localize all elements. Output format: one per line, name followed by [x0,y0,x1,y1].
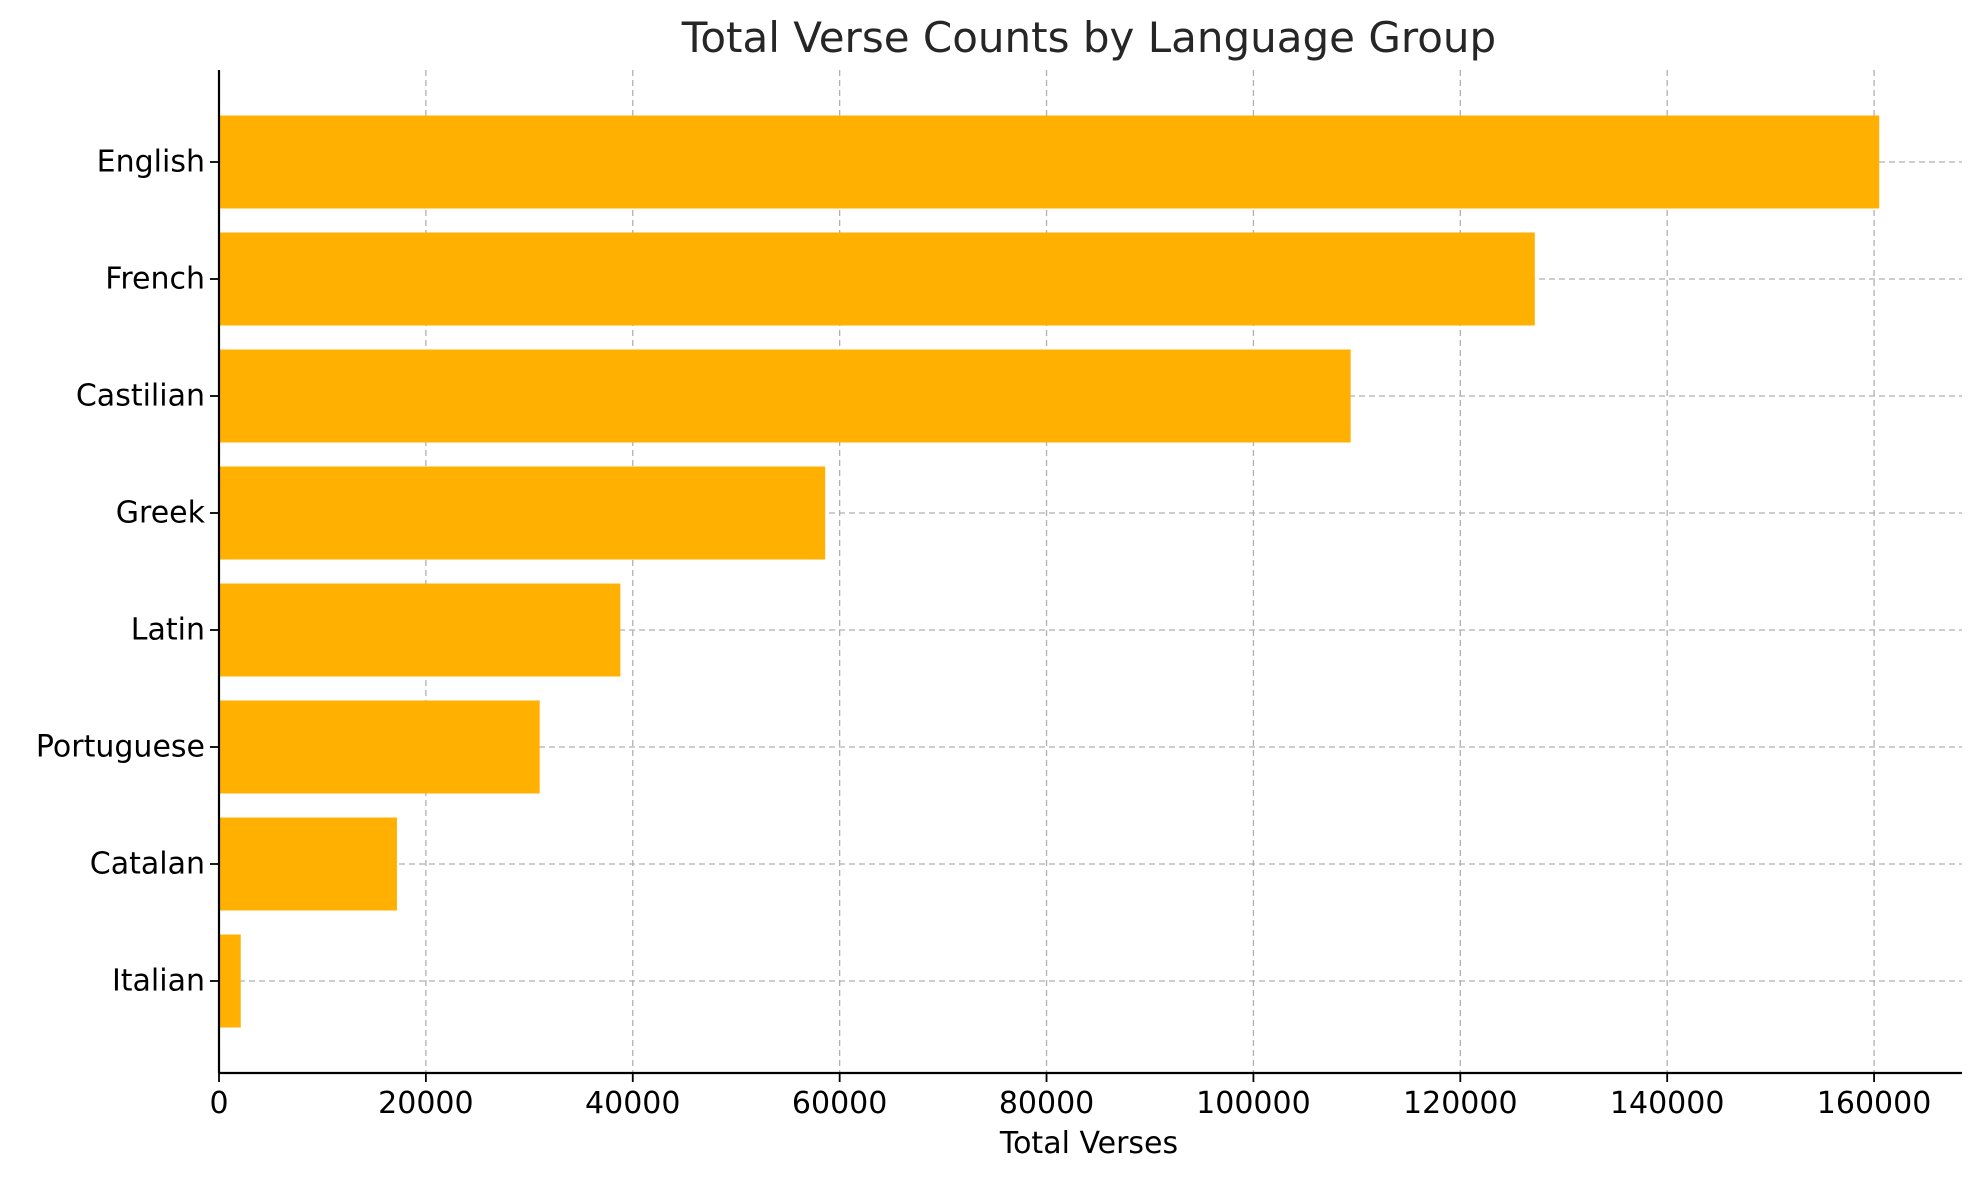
bar-castilian [219,349,1351,443]
x-tick-label: 140000 [1610,1086,1725,1121]
y-tick-label: English [97,145,205,180]
bar-catalan [219,817,397,911]
bar-english [219,115,1880,209]
bar-french [219,232,1535,326]
bar-latin [219,583,621,677]
y-tick-label: Italian [112,964,205,999]
x-tick-label: 80000 [999,1086,1094,1121]
y-tick-label: Greek [116,496,206,531]
x-tick-label: 20000 [378,1086,473,1121]
x-tick-label: 160000 [1817,1086,1932,1121]
y-tick-label: Latin [131,613,205,648]
bar-italian [219,934,241,1028]
axes [210,70,1962,1082]
x-tick-labels: 0 20000 40000 60000 80000 100000 120000 140000 1… [209,1086,1931,1121]
y-tick-label: Portuguese [36,730,205,765]
x-axis-label: Total Verses [999,1126,1178,1161]
x-tick-label: 120000 [1403,1086,1518,1121]
y-tick-label: French [105,262,205,297]
x-tick-label: 60000 [792,1086,887,1121]
chart-title: Total Verse Counts by Language Group [681,13,1496,62]
x-tick-label: 40000 [585,1086,680,1121]
bar-greek [219,466,826,560]
y-tick-label: Castilian [76,379,205,414]
x-tick-label: 100000 [1196,1086,1311,1121]
bar-portuguese [219,700,540,794]
gridlines [219,70,1962,1073]
x-tick-label: 0 [209,1086,228,1121]
y-tick-label: Catalan [90,847,205,882]
y-tick-labels: English French Castilian Greek Latin Portugue… [36,145,206,999]
bars [219,115,1880,1028]
